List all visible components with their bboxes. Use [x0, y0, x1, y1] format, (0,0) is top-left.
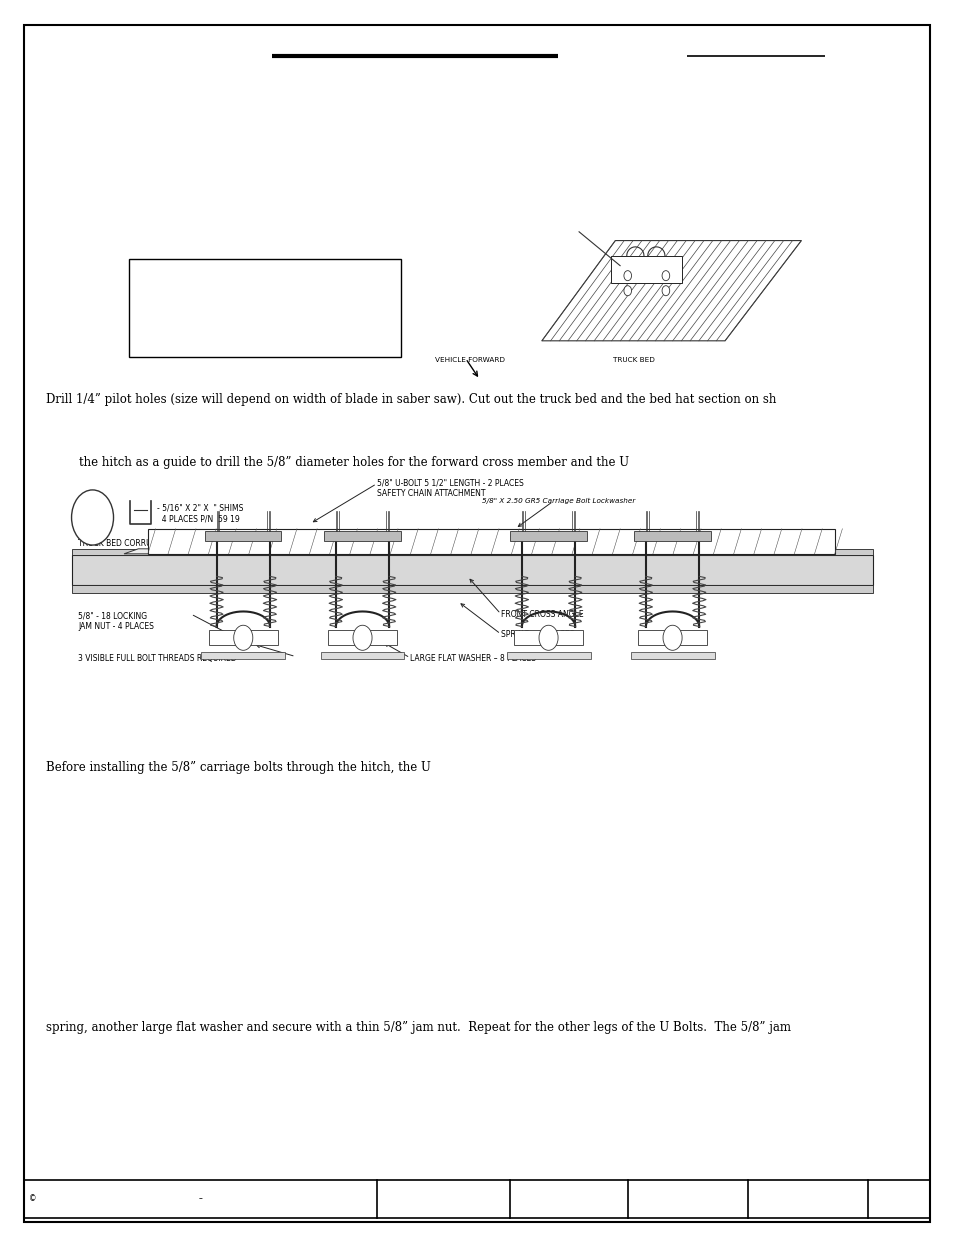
Text: FRONT CROSS ANGLE: FRONT CROSS ANGLE	[500, 610, 583, 619]
Text: ©: ©	[29, 1194, 36, 1204]
Circle shape	[661, 286, 669, 296]
Polygon shape	[238, 549, 324, 554]
Text: VEHICLE FORWARD: VEHICLE FORWARD	[435, 357, 504, 363]
Circle shape	[353, 625, 372, 650]
Circle shape	[661, 271, 669, 281]
Bar	[638, 630, 706, 645]
Bar	[328, 630, 396, 645]
Text: 5/8" X 2.50 GR5 Carriage Bolt Lockwasher: 5/8" X 2.50 GR5 Carriage Bolt Lockwasher	[481, 497, 635, 504]
Bar	[510, 531, 586, 541]
Bar	[205, 531, 281, 541]
Text: the hitch as a guide to drill the 5/8” diameter holes for the forward cross memb: the hitch as a guide to drill the 5/8” d…	[79, 456, 629, 469]
Bar	[514, 630, 582, 645]
Polygon shape	[541, 241, 801, 341]
Text: Before installing the 5/8” carriage bolts through the hitch, the U: Before installing the 5/8” carriage bolt…	[46, 761, 430, 773]
Text: 3 VISIBLE FULL BOLT THREADS REQUIRED: 3 VISIBLE FULL BOLT THREADS REQUIRED	[78, 654, 236, 663]
Bar	[209, 630, 277, 645]
Text: TRUCK BED: TRUCK BED	[613, 357, 655, 363]
Bar	[630, 652, 714, 659]
Bar	[634, 531, 710, 541]
Text: –: –	[198, 1194, 202, 1204]
Bar	[320, 652, 404, 659]
Text: LARGE FLAT WASHER – 8 PLACES: LARGE FLAT WASHER – 8 PLACES	[410, 654, 536, 663]
Circle shape	[538, 625, 558, 650]
Text: TRUCK BED CORRUGATIONS—: TRUCK BED CORRUGATIONS—	[78, 539, 193, 548]
Bar	[71, 585, 872, 593]
Circle shape	[71, 490, 113, 545]
Bar	[610, 256, 681, 283]
Polygon shape	[372, 549, 457, 554]
Text: Drill 1/4” pilot holes (size will depend on width of blade in saber saw). Cut ou: Drill 1/4” pilot holes (size will depend…	[46, 393, 776, 406]
Polygon shape	[124, 549, 210, 554]
Bar	[129, 259, 400, 357]
Text: GOOSENECK PLATFORM: GOOSENECK PLATFORM	[553, 533, 643, 541]
Bar	[71, 555, 872, 585]
Bar	[324, 531, 400, 541]
Text: SPRING – 4 PLACES: SPRING – 4 PLACES	[500, 630, 574, 639]
Bar	[506, 652, 590, 659]
Text: 5/8" U-BOLT 5 1/2" LENGTH - 2 PLACES
SAFETY CHAIN ATTACHMENT: 5/8" U-BOLT 5 1/2" LENGTH - 2 PLACES SAF…	[376, 479, 523, 497]
Circle shape	[662, 625, 681, 650]
Bar	[201, 652, 285, 659]
Bar	[71, 549, 872, 555]
Polygon shape	[581, 549, 667, 554]
Polygon shape	[700, 549, 786, 554]
Circle shape	[623, 286, 631, 296]
Text: - 5/16" X 2" X  " SHIMS
  4 PLACES P/N  59 19: - 5/16" X 2" X " SHIMS 4 PLACES P/N 59 1…	[157, 504, 244, 523]
Text: spring, another large flat washer and secure with a thin 5/8” jam nut.  Repeat f: spring, another large flat washer and se…	[46, 1021, 790, 1034]
Bar	[148, 529, 834, 554]
Text: 5/8" - 18 LOCKING
JAM NUT - 4 PLACES: 5/8" - 18 LOCKING JAM NUT - 4 PLACES	[78, 611, 154, 630]
Circle shape	[233, 625, 253, 650]
Circle shape	[623, 271, 631, 281]
